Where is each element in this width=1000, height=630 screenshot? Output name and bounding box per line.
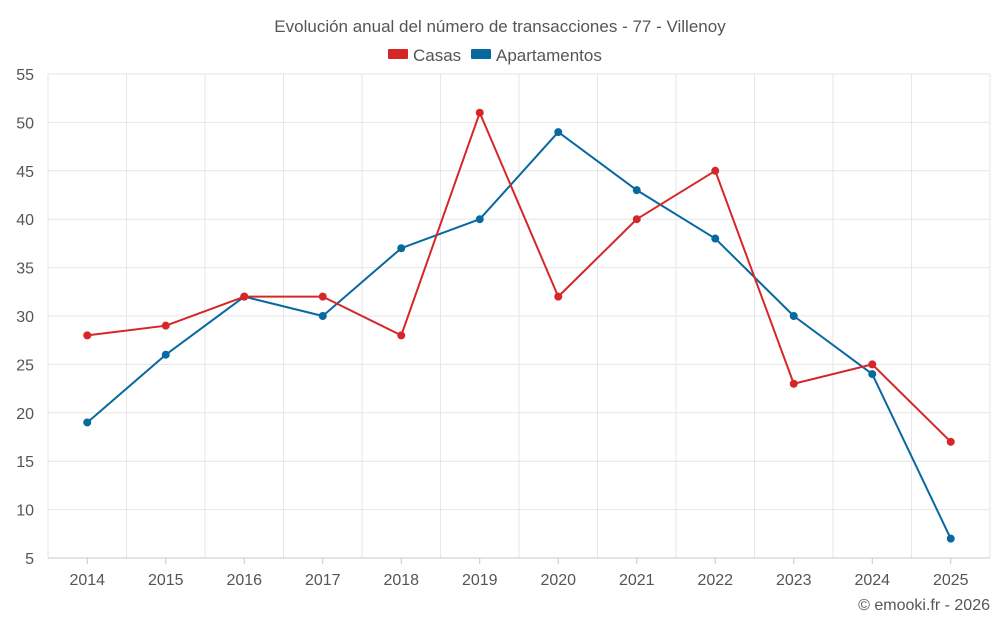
y-tick-label: 30 (16, 309, 34, 326)
data-point-casas[interactable] (83, 331, 92, 340)
x-tick-label: 2023 (776, 572, 812, 589)
data-point-apartamentos[interactable] (711, 234, 720, 243)
y-tick-label: 40 (16, 212, 34, 229)
legend-item-casas[interactable]: Casas (388, 46, 461, 65)
data-point-casas[interactable] (240, 292, 249, 301)
legend-label-casas: Casas (413, 46, 461, 65)
x-tick-label: 2019 (462, 572, 498, 589)
x-tick-label: 2025 (933, 572, 969, 589)
data-point-apartamentos[interactable] (475, 215, 484, 224)
data-point-casas[interactable] (397, 331, 406, 340)
legend-swatch-apartamentos (471, 49, 491, 59)
data-point-casas[interactable] (161, 321, 170, 330)
data-point-casas[interactable] (318, 292, 327, 301)
y-tick-label: 20 (16, 406, 34, 423)
data-point-casas[interactable] (554, 292, 563, 301)
chart-title: Evolución anual del número de transaccio… (274, 17, 726, 36)
legend-swatch-casas (388, 49, 408, 59)
series-line-casas (86, 111, 952, 443)
y-tick-label: 50 (16, 115, 34, 132)
x-tick-label: 2017 (305, 572, 341, 589)
data-point-apartamentos[interactable] (83, 418, 92, 427)
y-tick-label: 10 (16, 503, 34, 520)
series-casas (83, 108, 955, 446)
data-point-apartamentos[interactable] (789, 312, 798, 320)
data-point-casas[interactable] (789, 379, 798, 388)
x-tick-label: 2020 (540, 572, 576, 589)
data-point-casas[interactable] (711, 166, 720, 175)
data-point-apartamentos[interactable] (318, 312, 327, 320)
series (83, 108, 955, 543)
data-point-apartamentos[interactable] (161, 350, 170, 359)
legend-label-apartamentos: Apartamentos (496, 46, 602, 65)
x-tick-label: 2021 (619, 572, 655, 589)
y-tick-label: 5 (25, 551, 34, 568)
y-tick-label: 55 (16, 67, 34, 84)
data-point-apartamentos[interactable] (868, 370, 877, 379)
data-point-casas[interactable] (868, 360, 877, 369)
x-tick-label: 2016 (226, 572, 262, 589)
x-tick-label: 2024 (854, 572, 890, 589)
y-tick-label: 25 (16, 357, 34, 374)
y-tick-label: 15 (16, 454, 34, 471)
credit-text: © emooki.fr - 2026 (858, 597, 990, 614)
x-tick-label: 2014 (69, 572, 105, 589)
data-point-apartamentos[interactable] (946, 534, 955, 543)
legend: Casas Apartamentos (388, 46, 602, 65)
data-point-casas[interactable] (632, 215, 641, 224)
data-point-casas[interactable] (946, 437, 955, 446)
data-point-apartamentos[interactable] (397, 244, 406, 253)
y-tick-label: 35 (16, 261, 34, 278)
y-tick-label: 45 (16, 164, 34, 181)
data-point-casas[interactable] (475, 108, 484, 117)
x-tick-label: 2015 (148, 572, 184, 589)
x-tick-label: 2018 (383, 572, 419, 589)
grid (47, 73, 991, 559)
series-line-apartamentos (86, 131, 952, 540)
data-point-apartamentos[interactable] (554, 128, 563, 137)
legend-item-apartamentos[interactable]: Apartamentos (471, 46, 602, 65)
data-point-apartamentos[interactable] (632, 186, 641, 195)
series-apartamentos (83, 128, 955, 543)
x-tick-label: 2022 (697, 572, 733, 589)
